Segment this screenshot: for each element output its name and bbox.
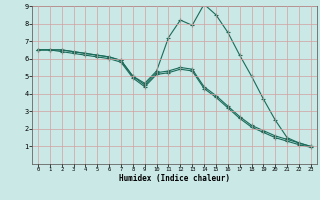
X-axis label: Humidex (Indice chaleur): Humidex (Indice chaleur)	[119, 174, 230, 183]
